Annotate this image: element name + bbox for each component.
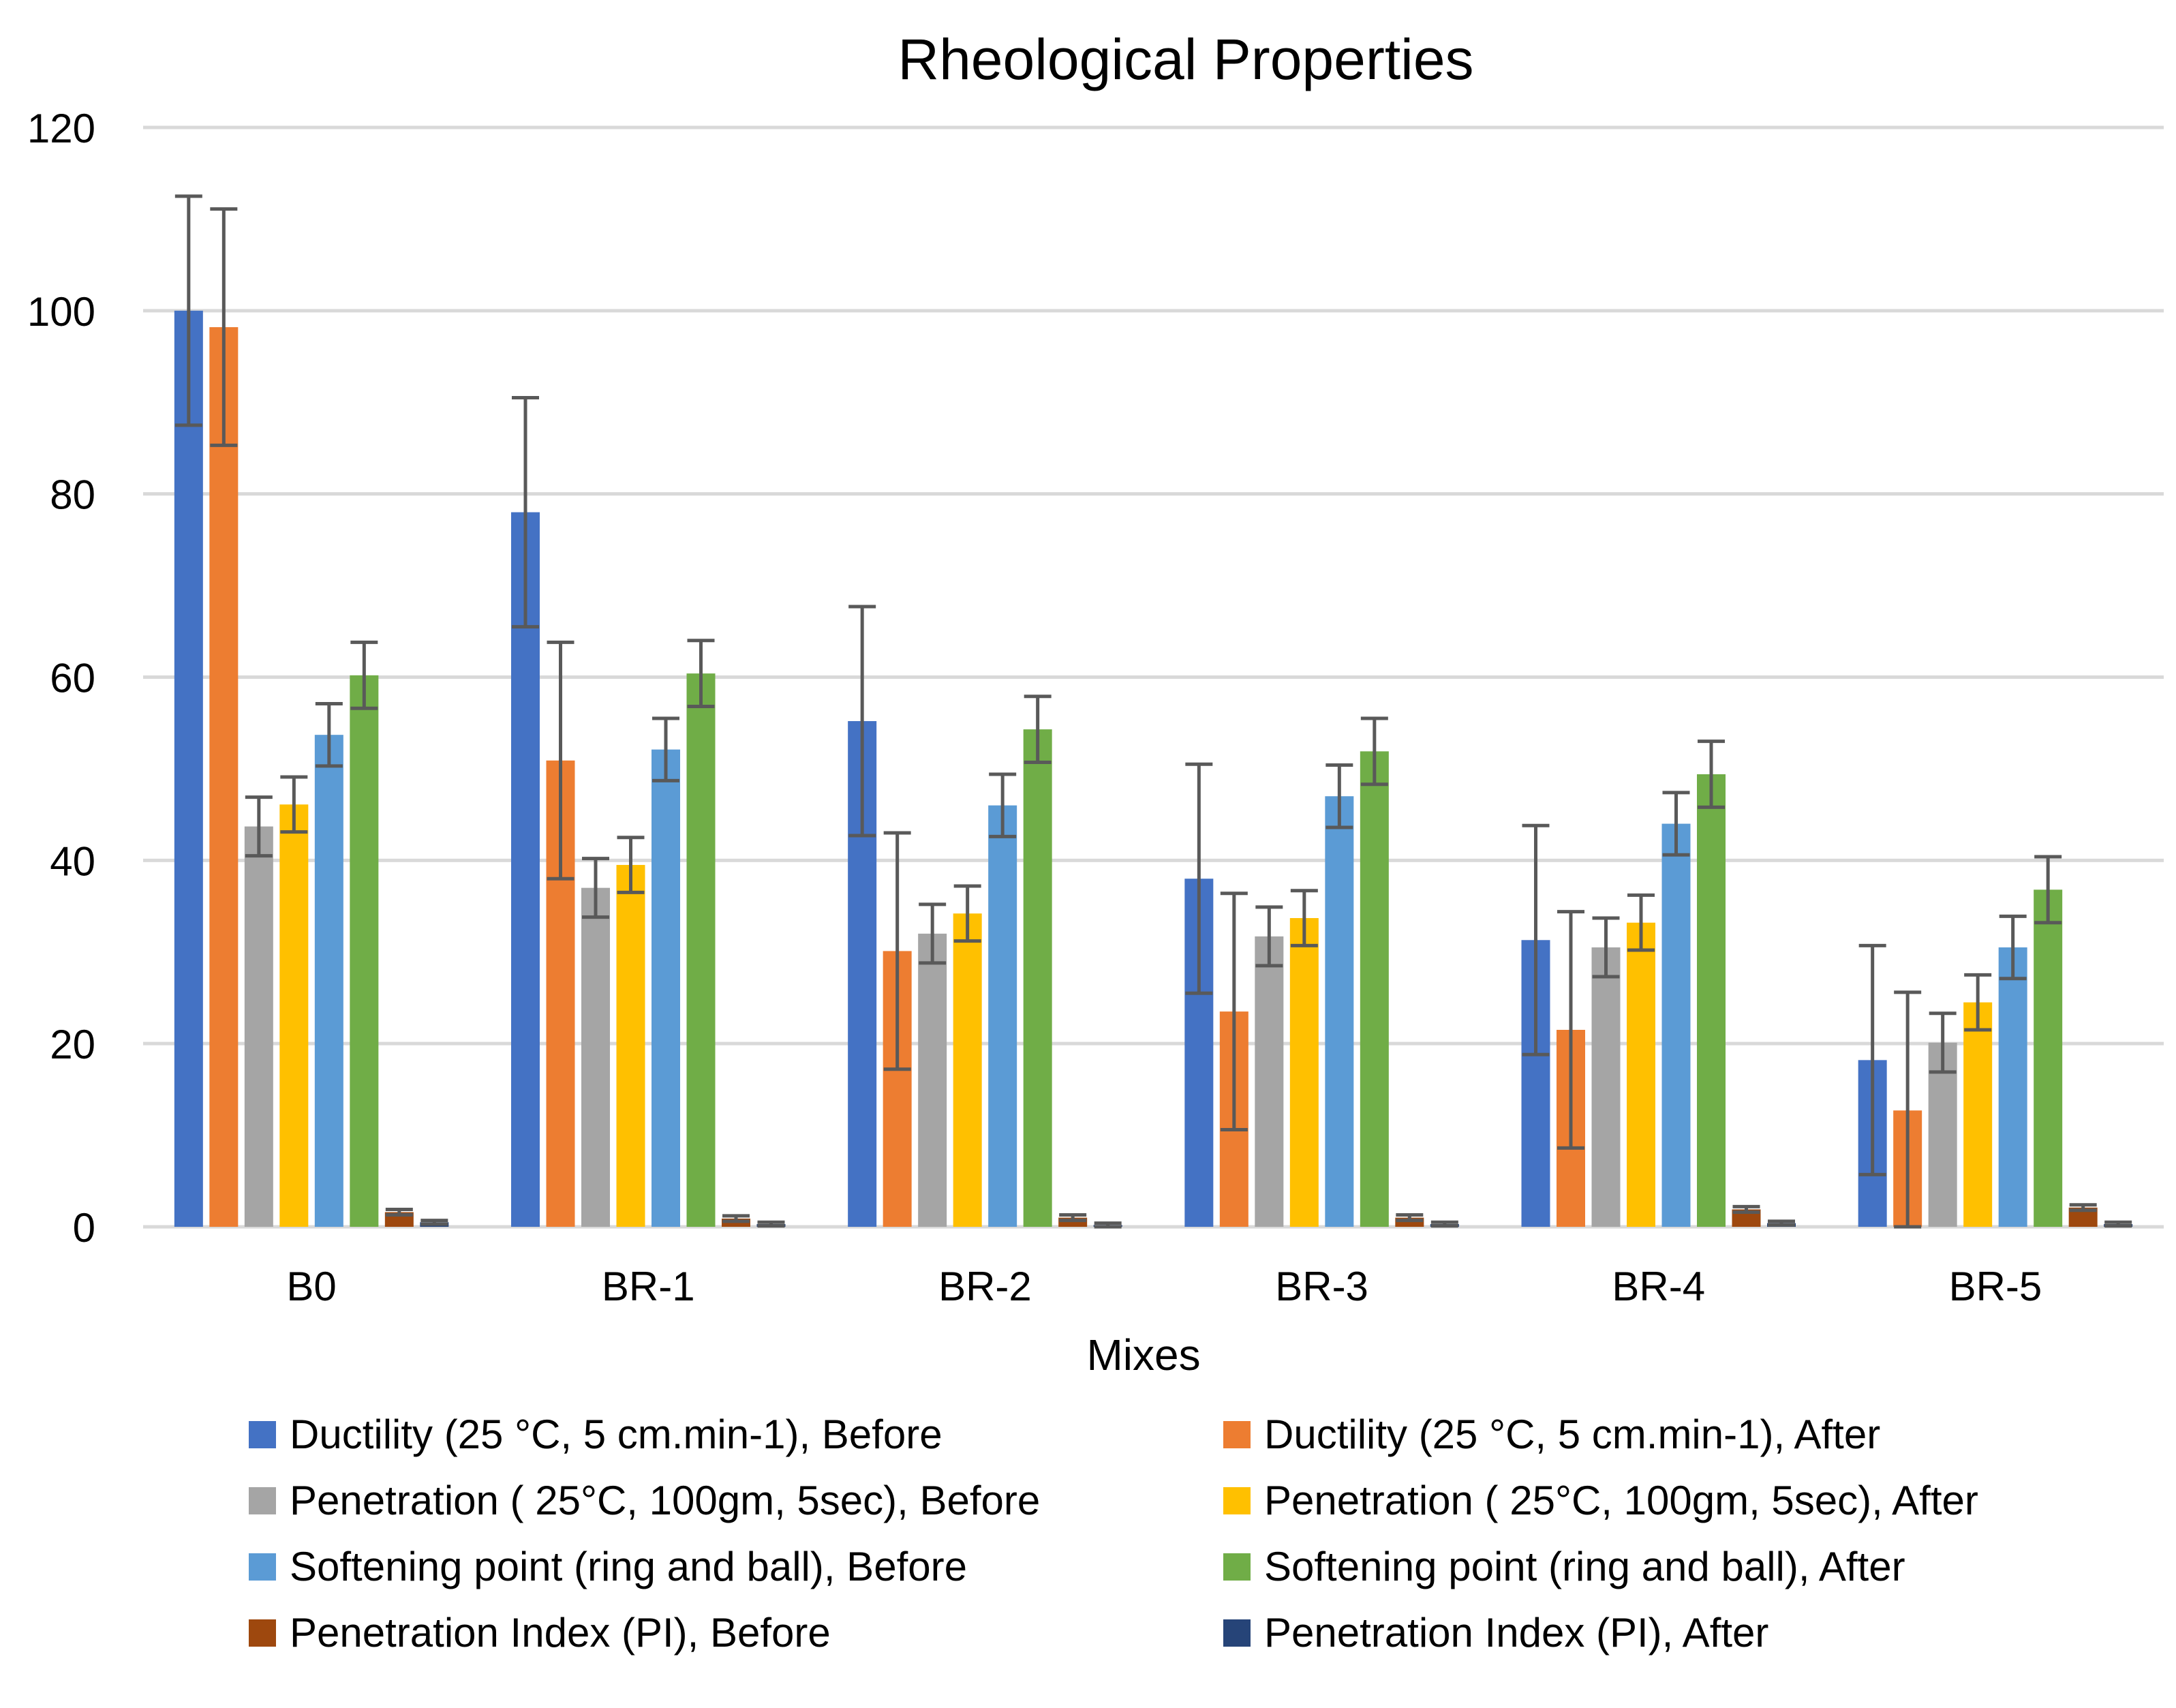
chart-title: Rheological Properties [898, 27, 1473, 91]
error-bar-BR-1-series-6 [687, 639, 715, 709]
error-bar-BR-1-series-3 [582, 857, 609, 919]
error-bar-BR-4-series-8 [1768, 1219, 1795, 1227]
error-bar-BR-2-series-4 [953, 884, 981, 943]
error-bar-BR-5-series-6 [2034, 855, 2062, 925]
error-bar-BR-4-series-3 [1592, 916, 1620, 979]
error-bar-BR-2-series-1 [848, 605, 876, 838]
bar-BR-3-series-6 [1360, 751, 1389, 1227]
error-bar-BR-4-series-2 [1557, 910, 1584, 1150]
error-bar-BR-1-series-8 [757, 1220, 785, 1228]
y-tick-label: 80 [50, 472, 95, 518]
bar-B0-series-1 [174, 310, 203, 1227]
error-bar-B0-series-8 [420, 1219, 448, 1226]
bar-BR-1-series-4 [616, 865, 645, 1227]
bar-BR-1-series-6 [686, 673, 716, 1227]
error-bar-BR-5-series-5 [1999, 914, 2027, 981]
x-tick-label-BR-5: BR-5 [1949, 1264, 2042, 1309]
error-bar-BR-4-series-4 [1627, 893, 1655, 952]
y-tick-label: 60 [50, 656, 95, 701]
error-bar-BR-3-series-3 [1255, 905, 1283, 968]
error-bar-BR-3-series-8 [1430, 1220, 1458, 1228]
error-bar-BR-2-series-2 [883, 831, 911, 1071]
y-tick-label: 40 [50, 838, 95, 884]
error-bar-BR-4-series-7 [1732, 1204, 1760, 1214]
bar-B0-series-2 [209, 327, 239, 1227]
error-bar-BR-5-series-4 [1964, 973, 1992, 1032]
y-tick-label: 20 [50, 1022, 95, 1067]
error-bar-B0-series-4 [280, 775, 308, 834]
error-bar-BR-5-series-3 [1929, 1011, 1957, 1074]
error-bar-B0-series-6 [350, 640, 378, 710]
bar-BR-3-series-5 [1325, 796, 1354, 1227]
bar-BR-3-series-4 [1289, 918, 1319, 1227]
error-bar-BR-3-series-6 [1360, 716, 1388, 787]
bar-BR-4-series-6 [1697, 774, 1726, 1227]
error-bar-BR-1-series-7 [722, 1214, 750, 1223]
error-bar-BR-2-series-5 [989, 772, 1017, 838]
error-bar-BR-4-series-6 [1698, 739, 1725, 809]
error-bar-BR-1-series-4 [617, 836, 645, 894]
bar-B0-series-5 [314, 735, 343, 1227]
x-axis-label: Mixes [1086, 1330, 1200, 1379]
error-bar-BR-3-series-5 [1325, 763, 1353, 829]
error-bar-BR-1-series-5 [652, 716, 679, 782]
bar-BR-5-series-6 [2034, 889, 2063, 1227]
error-bar-B0-series-5 [315, 701, 343, 768]
x-tick-label-BR-1: BR-1 [602, 1264, 695, 1309]
error-bar-BR-3-series-2 [1220, 891, 1248, 1132]
error-bar-BR-2-series-8 [1094, 1221, 1122, 1229]
x-tick-label-B0: B0 [286, 1264, 336, 1309]
error-bar-BR-5-series-7 [2069, 1203, 2097, 1213]
gridlines [143, 125, 2164, 1229]
x-tick-label-BR-3: BR-3 [1275, 1264, 1368, 1309]
bar-BR-1-series-1 [511, 512, 540, 1227]
y-tick-label: 120 [27, 106, 95, 151]
bar-BR-4-series-3 [1591, 947, 1621, 1227]
bar-BR-2-series-4 [953, 913, 982, 1227]
bar-BR-2-series-5 [988, 805, 1017, 1227]
bar-B0-series-6 [350, 675, 379, 1227]
bar-BR-3-series-3 [1255, 936, 1284, 1227]
bars [174, 310, 2133, 1227]
error-bar-BR-3-series-4 [1290, 889, 1318, 947]
error-bar-BR-4-series-5 [1662, 791, 1690, 857]
bar-BR-2-series-3 [918, 933, 947, 1227]
error-bar-BR-1-series-2 [547, 640, 574, 881]
x-tick-label-BR-4: BR-4 [1612, 1264, 1705, 1309]
x-tick-label-BR-2: BR-2 [938, 1264, 1032, 1309]
bar-BR-5-series-4 [1963, 1002, 1993, 1227]
error-bar-BR-3-series-1 [1185, 762, 1213, 995]
error-bar-BR-2-series-6 [1024, 695, 1052, 765]
y-axis-ticks: 0 20 40 60 80 100 120 [27, 106, 95, 1251]
bar-B0-series-4 [279, 804, 309, 1227]
error-bar-BR-5-series-2 [1894, 990, 1922, 1229]
x-axis-ticks: B0 BR-1 BR-2 BR-3 BR-4 BR-5 [286, 1264, 2042, 1309]
error-bar-BR-5-series-1 [1858, 943, 1886, 1176]
error-bar-BR-4-series-1 [1522, 823, 1550, 1056]
bar-BR-4-series-4 [1627, 922, 1655, 1227]
error-bar-B0-series-7 [385, 1207, 413, 1217]
y-tick-label: 0 [73, 1205, 95, 1251]
error-bar-BR-3-series-7 [1396, 1213, 1424, 1223]
y-tick-label: 100 [27, 289, 95, 335]
bar-BR-4-series-5 [1661, 823, 1691, 1227]
error-bar-BR-5-series-8 [2104, 1220, 2132, 1228]
bar-BR-1-series-5 [652, 749, 680, 1227]
bar-B0-series-3 [244, 826, 273, 1227]
error-bar-B0-series-2 [210, 207, 238, 447]
error-bars [174, 194, 2132, 1229]
error-bar-BR-2-series-7 [1059, 1213, 1087, 1223]
error-bar-BR-2-series-3 [919, 902, 947, 965]
bar-BR-5-series-5 [1998, 947, 2027, 1227]
error-bar-B0-series-3 [245, 795, 273, 858]
bar-BR-2-series-6 [1023, 729, 1052, 1227]
bar-BR-1-series-3 [581, 887, 610, 1227]
error-bar-B0-series-1 [174, 194, 202, 427]
error-bar-BR-1-series-1 [512, 396, 539, 629]
